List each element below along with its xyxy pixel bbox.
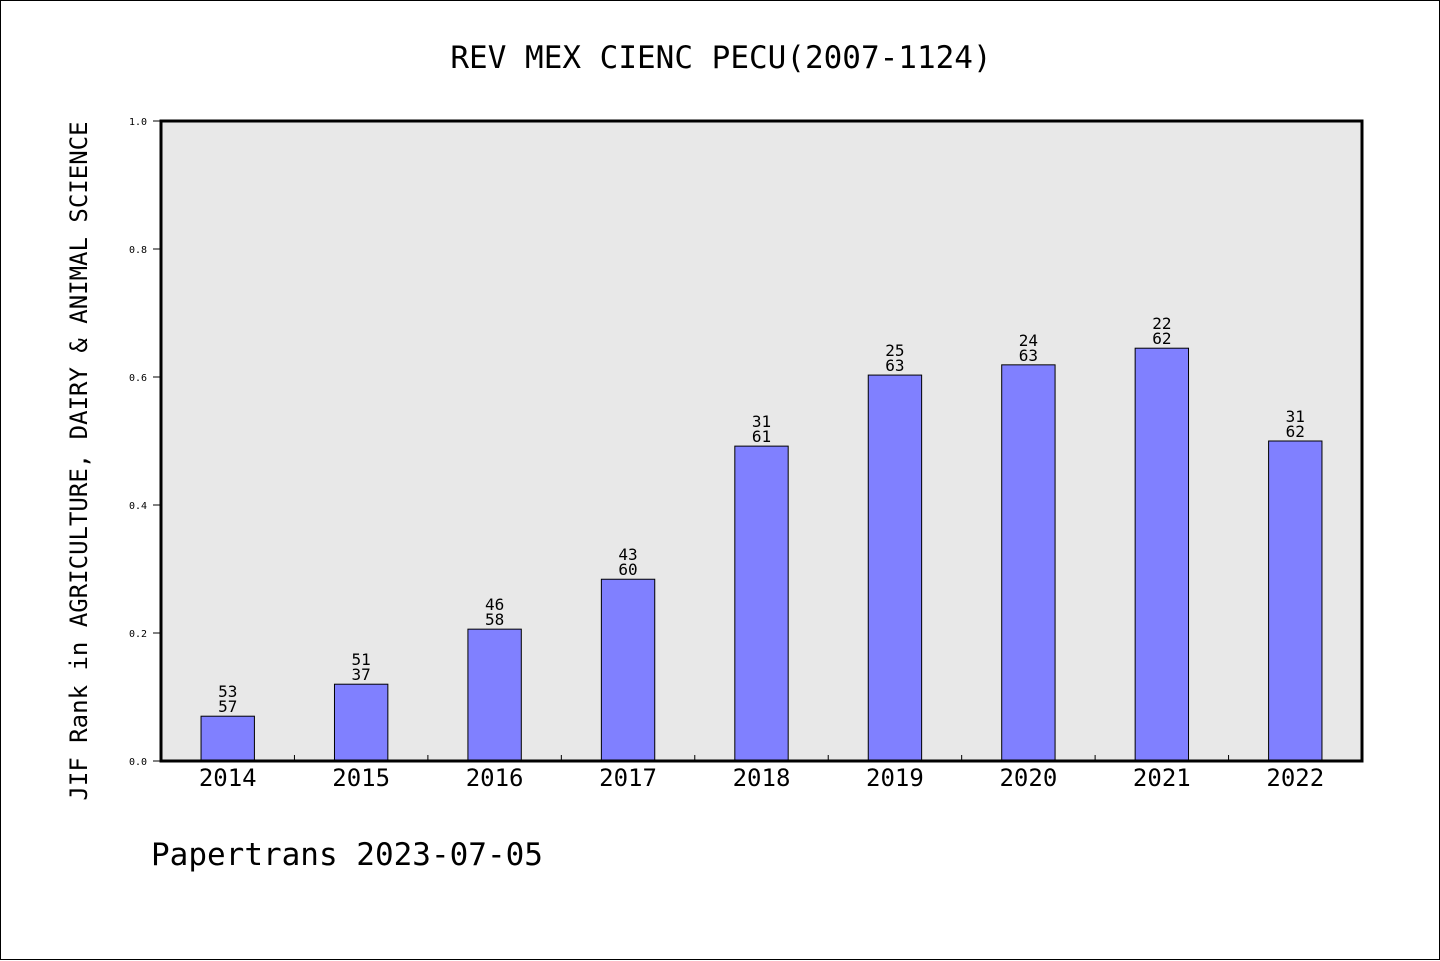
chart-title: REV MEX CIENC PECU(2007-1124) <box>450 40 991 76</box>
bar-rank-label: 53 <box>218 682 237 701</box>
bar-rank-label: 31 <box>752 412 771 431</box>
bar-rank-label: 31 <box>1286 407 1305 426</box>
bar-total-label: 37 <box>352 665 371 684</box>
bar-2018 <box>734 445 789 762</box>
bar-2019 <box>867 374 923 762</box>
bar-total-label: 62 <box>1286 422 1305 441</box>
y-tick-label: 1.0 <box>129 117 147 128</box>
y-axis-label: JIF Rank in AGRICULTURE, DAIRY & ANIMAL … <box>65 121 93 800</box>
bar-2020 <box>1001 364 1056 762</box>
x-tick-label: 2017 <box>599 764 657 792</box>
bar-rank-label: 25 <box>885 341 904 360</box>
y-tick-label: 0.6 <box>129 373 147 384</box>
bar-2016 <box>467 628 522 762</box>
bar-rank-label: 43 <box>618 545 637 564</box>
x-axis-ticks: 2014 2015 2016 2017 2018 2019 2020 2021 2022 <box>199 755 1324 792</box>
bar-total-label: 57 <box>218 697 237 716</box>
x-tick-label: 2019 <box>866 764 924 792</box>
bar-total-label: 63 <box>885 356 904 375</box>
bar-rank-label: 22 <box>1152 314 1171 333</box>
x-tick-label: 2018 <box>733 764 791 792</box>
bar-2022 <box>1268 440 1323 762</box>
x-tick-label: 2022 <box>1266 764 1324 792</box>
y-tick-label: 0.4 <box>129 501 147 512</box>
y-axis-ticks: 0.0 0.2 0.4 0.6 0.8 1.0 <box>129 117 161 768</box>
bar-rank-label: 46 <box>485 595 504 614</box>
x-tick-label: 2014 <box>199 764 257 792</box>
y-tick-label: 0.8 <box>129 245 147 256</box>
bar-2021 <box>1134 347 1190 762</box>
y-tick-label: 0.2 <box>129 629 147 640</box>
bar-2014 <box>200 715 255 762</box>
x-tick-label: 2020 <box>999 764 1057 792</box>
plot-border <box>159 119 1364 763</box>
bar-2017 <box>600 578 656 762</box>
bar-total-label: 63 <box>1019 346 1038 365</box>
x-tick-label: 2021 <box>1133 764 1191 792</box>
bar-total-label: 62 <box>1152 329 1171 348</box>
bar-rank-label: 24 <box>1019 331 1038 350</box>
x-tick-label: 2015 <box>332 764 390 792</box>
bar-total-label: 58 <box>485 610 504 629</box>
y-tick-label: 0.0 <box>129 757 147 768</box>
footer-credit: Papertrans 2023-07-05 <box>151 837 543 873</box>
bar-2015 <box>333 683 389 762</box>
bars <box>200 347 1323 762</box>
bar-total-label: 61 <box>752 427 771 446</box>
x-tick-label: 2016 <box>466 764 524 792</box>
bar-rank-label: 51 <box>352 650 371 669</box>
bar-total-label: 60 <box>618 560 637 579</box>
